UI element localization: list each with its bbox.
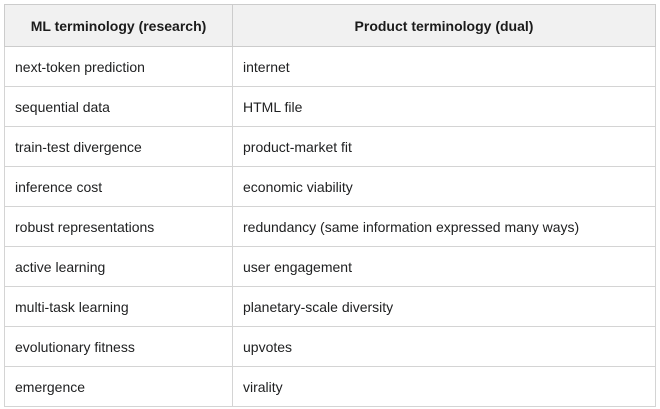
product-term-cell: virality [232, 366, 656, 407]
product-term-cell: user engagement [232, 246, 656, 287]
column-header-ml-terminology: ML terminology (research) [4, 4, 233, 47]
ml-term-cell: sequential data [4, 86, 233, 127]
table-row: robust representations redundancy (same … [4, 206, 656, 247]
product-term-cell: economic viability [232, 166, 656, 207]
table-body: next-token prediction internet sequentia… [4, 46, 656, 407]
ml-term-cell: active learning [4, 246, 233, 287]
table-row: multi-task learning planetary-scale dive… [4, 286, 656, 327]
product-term-cell: product-market fit [232, 126, 656, 167]
ml-term-cell: next-token prediction [4, 46, 233, 87]
table-row: evolutionary fitness upvotes [4, 326, 656, 367]
product-term-cell: redundancy (same information expressed m… [232, 206, 656, 247]
ml-term-cell: inference cost [4, 166, 233, 207]
ml-term-cell: train-test divergence [4, 126, 233, 167]
product-term-cell: upvotes [232, 326, 656, 367]
ml-term-cell: evolutionary fitness [4, 326, 233, 367]
table-header: ML terminology (research) Product termin… [4, 4, 656, 47]
ml-term-cell: multi-task learning [4, 286, 233, 327]
column-header-product-terminology: Product terminology (dual) [232, 4, 656, 47]
table-row: emergence virality [4, 366, 656, 407]
table-row: sequential data HTML file [4, 86, 656, 127]
table-row: active learning user engagement [4, 246, 656, 287]
product-term-cell: internet [232, 46, 656, 87]
ml-term-cell: emergence [4, 366, 233, 407]
table-row: inference cost economic viability [4, 166, 656, 207]
table-row: next-token prediction internet [4, 46, 656, 87]
terminology-table: ML terminology (research) Product termin… [4, 4, 656, 407]
product-term-cell: HTML file [232, 86, 656, 127]
table-row: train-test divergence product-market fit [4, 126, 656, 167]
ml-term-cell: robust representations [4, 206, 233, 247]
product-term-cell: planetary-scale diversity [232, 286, 656, 327]
header-row: ML terminology (research) Product termin… [4, 4, 656, 47]
